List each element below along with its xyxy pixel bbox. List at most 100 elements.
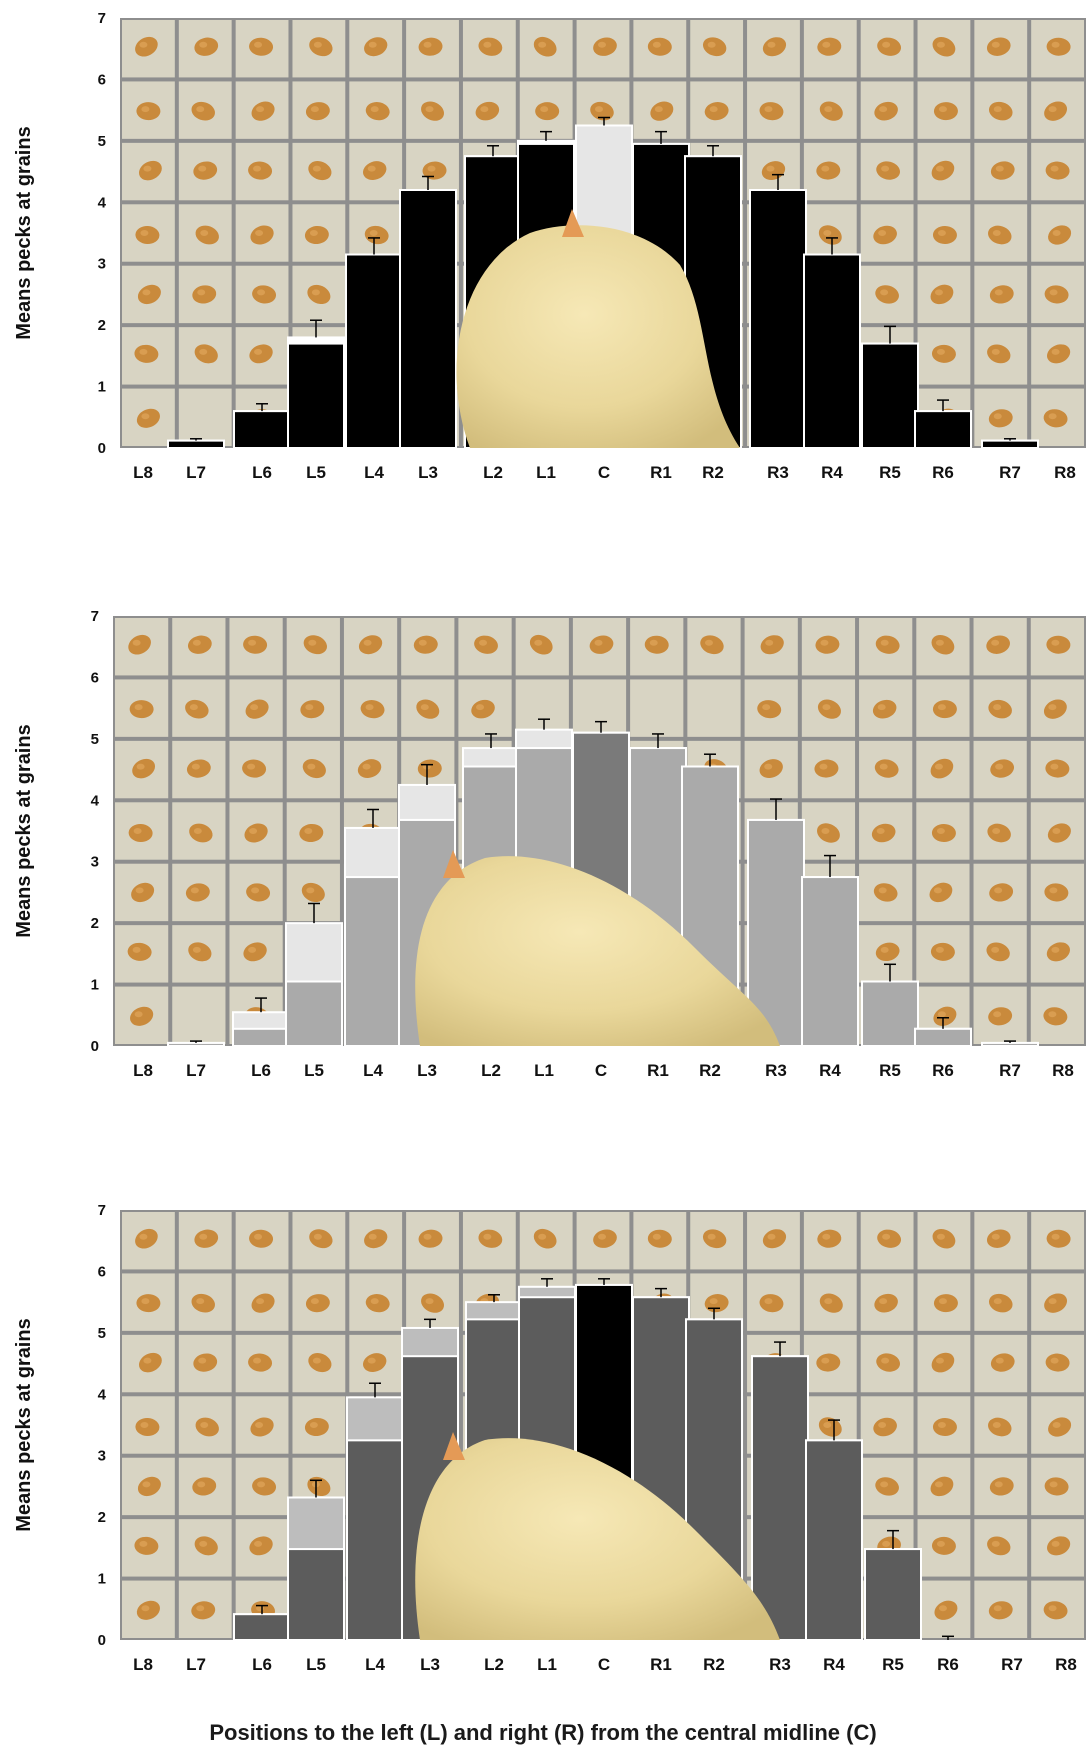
grain xyxy=(759,102,784,121)
grain-highlight xyxy=(767,1233,776,1240)
x-tick-label-R8: R8 xyxy=(1054,463,1076,482)
grain xyxy=(471,699,495,719)
grain xyxy=(816,161,841,180)
bar-R7 xyxy=(981,1041,1039,1048)
y-tick-label: 1 xyxy=(98,379,106,396)
chick-body xyxy=(456,225,740,448)
x-tick-label-R6: R6 xyxy=(937,1655,959,1674)
grain xyxy=(644,635,669,654)
grain-highlight xyxy=(882,1233,891,1240)
grain-highlight xyxy=(142,1481,151,1488)
grain xyxy=(875,1477,899,1496)
grain-highlight xyxy=(882,41,891,48)
y-tick-label: 5 xyxy=(91,731,99,748)
x-tick-label-R6: R6 xyxy=(932,463,954,482)
grain-highlight xyxy=(764,106,773,113)
grain xyxy=(128,823,153,843)
grain-highlight xyxy=(879,106,888,113)
grain xyxy=(421,1293,445,1313)
grain-highlight xyxy=(538,41,547,48)
grain xyxy=(931,344,956,363)
chick-photo xyxy=(456,209,740,448)
grain-highlight xyxy=(425,1298,434,1305)
grain xyxy=(418,37,443,56)
grain-highlight xyxy=(254,1233,263,1240)
grain xyxy=(987,1536,1011,1556)
grain xyxy=(990,1353,1015,1372)
grain-highlight xyxy=(1050,165,1059,172)
grain xyxy=(416,699,440,719)
grain-highlight xyxy=(313,1233,322,1240)
grain-highlight xyxy=(938,1605,947,1612)
grain xyxy=(990,161,1015,180)
grain xyxy=(252,1477,277,1496)
bar-L6 xyxy=(232,1027,290,1048)
grain-highlight xyxy=(935,1357,944,1364)
y-tick-label: 3 xyxy=(98,1448,106,1465)
x-tick-label-L8: L8 xyxy=(133,1061,153,1080)
grain xyxy=(136,1294,161,1313)
x-tick-label-L5: L5 xyxy=(304,1061,324,1080)
grain-highlight xyxy=(309,230,318,236)
grain-highlight xyxy=(935,639,944,646)
grain-highlight xyxy=(819,763,828,770)
x-tick-label-R4: R4 xyxy=(823,1655,845,1674)
grain-highlight xyxy=(251,887,260,894)
grain xyxy=(305,102,330,121)
grain xyxy=(1045,1353,1070,1372)
grain-highlight xyxy=(310,1298,319,1305)
grain-highlight xyxy=(1048,1298,1057,1305)
x-tick-label-R5: R5 xyxy=(882,1655,904,1674)
grain xyxy=(302,759,326,779)
x-tick-label-R4: R4 xyxy=(821,463,843,482)
grain xyxy=(195,1417,219,1437)
grain-highlight xyxy=(134,704,143,711)
grain-highlight xyxy=(248,639,257,646)
x-tick-label-L5: L5 xyxy=(306,463,326,482)
grid-tile xyxy=(172,986,226,1044)
grain-highlight xyxy=(991,946,1000,953)
grain xyxy=(1044,101,1068,121)
grain xyxy=(1046,37,1071,56)
grain-highlight xyxy=(765,639,774,646)
grain xyxy=(1048,225,1072,245)
grain xyxy=(875,942,900,962)
grain-highlight xyxy=(141,106,150,113)
grain-highlight xyxy=(249,828,258,834)
grain-highlight xyxy=(595,106,603,113)
grain-highlight xyxy=(136,763,145,770)
grain xyxy=(987,823,1011,843)
bar-L5 xyxy=(285,980,343,1047)
y-tick-label: 0 xyxy=(91,1038,99,1055)
grain xyxy=(816,823,840,843)
grain xyxy=(988,101,1013,121)
grain xyxy=(874,101,898,121)
chick-body xyxy=(415,856,780,1046)
grain xyxy=(762,37,787,57)
grain xyxy=(987,344,1011,364)
grain-highlight xyxy=(995,165,1004,172)
grain-highlight xyxy=(938,1298,947,1305)
grain-highlight xyxy=(882,1540,891,1547)
grain xyxy=(819,1293,843,1313)
y-tick-label: 7 xyxy=(98,1202,106,1219)
grain xyxy=(185,699,209,719)
grain xyxy=(929,882,953,903)
grain-highlight xyxy=(1048,106,1057,113)
grid-tile xyxy=(687,679,741,737)
chick-body xyxy=(415,1438,780,1640)
grain xyxy=(135,1228,158,1249)
grain xyxy=(360,700,385,719)
grain-highlight xyxy=(652,1233,661,1240)
grain-highlight xyxy=(312,1357,321,1364)
grain-highlight xyxy=(992,828,1001,834)
grain-highlight xyxy=(193,828,202,834)
grain-highlight xyxy=(1050,763,1059,770)
grain xyxy=(1044,285,1069,304)
grain xyxy=(474,635,498,654)
y-tick-label: 0 xyxy=(98,1632,106,1649)
grain xyxy=(934,1600,958,1620)
x-tick-label-C: C xyxy=(595,1061,607,1080)
grain-highlight xyxy=(254,1540,263,1547)
grain-highlight xyxy=(257,1481,266,1488)
